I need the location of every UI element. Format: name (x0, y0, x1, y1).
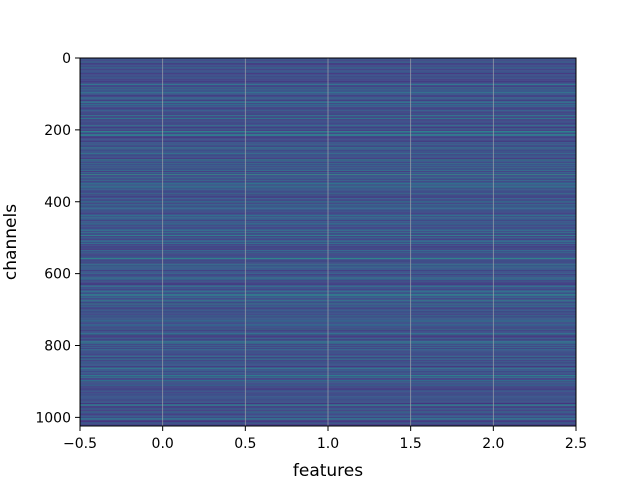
x-tick-label: −0.5 (63, 436, 97, 452)
y-tick-label: 400 (44, 195, 71, 211)
y-tick-label: 600 (44, 267, 71, 283)
x-axis-ticks: −0.5 0.0 0.5 1.0 1.5 2.0 2.5 (63, 426, 587, 452)
x-tick-label: 0.0 (152, 436, 174, 452)
x-tick-label: 1.0 (317, 436, 339, 452)
y-tick-label: 1000 (35, 410, 71, 426)
y-tick-label: 800 (44, 339, 71, 355)
y-tick-label: 0 (62, 51, 71, 67)
x-tick-label: 1.5 (400, 436, 422, 452)
y-axis-label: channels (1, 204, 21, 280)
x-axis-label: features (293, 461, 363, 480)
x-tick-label: 2.0 (482, 436, 504, 452)
y-tick-label: 200 (44, 123, 71, 139)
y-axis-ticks: 0 200 400 600 800 1000 (35, 51, 80, 426)
x-tick-label: 0.5 (234, 436, 256, 452)
x-tick-label: 2.5 (565, 436, 587, 452)
